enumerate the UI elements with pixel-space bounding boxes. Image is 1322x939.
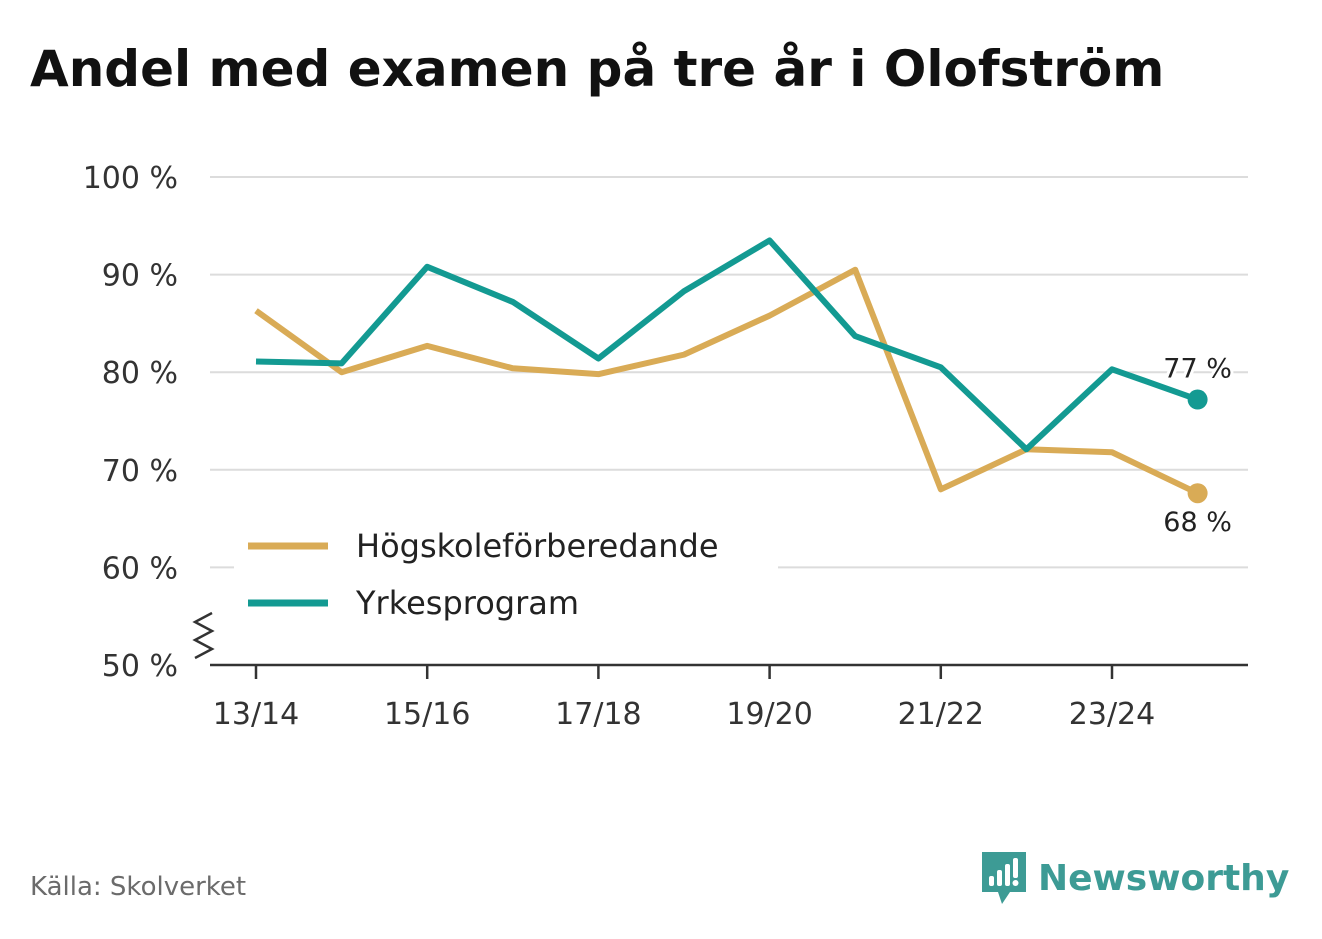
x-tick-label: 15/16 [384, 697, 470, 732]
y-tick-label: 100 % [83, 161, 178, 196]
x-tick-label: 13/14 [213, 697, 299, 732]
chart-title: Andel med examen på tre år i Olofström [30, 40, 1165, 98]
newsworthy-logo-icon [982, 852, 1026, 904]
y-tick-label: 90 % [102, 259, 178, 294]
axis-break-marker [192, 611, 215, 660]
x-tick-label: 23/24 [1069, 697, 1155, 732]
brand-name: Newsworthy [1038, 857, 1290, 899]
y-tick-label: 60 % [102, 551, 178, 586]
series-line-yrkesprogram [255, 237, 1199, 453]
series-line-hogskoleforberedande [254, 266, 1199, 496]
end-value-label: 77 % [1163, 354, 1232, 385]
end-value-label: 68 % [1163, 507, 1232, 538]
legend-label: Yrkesprogram [355, 584, 579, 622]
x-tick-label: 19/20 [726, 697, 812, 732]
x-tick-label: 21/22 [898, 697, 984, 732]
legend-label: Högskoleförberedande [356, 527, 719, 565]
x-tick-label: 17/18 [555, 697, 641, 732]
series-end-point [1187, 483, 1208, 504]
source-note: Källa: Skolverket [30, 872, 247, 902]
y-tick-label: 50 % [102, 649, 178, 684]
line-chart: 50 % 60 % 70 % 80 % 90 % 100 % 13/14 15/16 17/18… [83, 161, 1248, 732]
brand[interactable]: Newsworthy [980, 850, 1289, 906]
y-tick-label: 80 % [102, 356, 178, 391]
series-end-point [1187, 389, 1208, 410]
y-tick-label: 70 % [102, 454, 178, 489]
